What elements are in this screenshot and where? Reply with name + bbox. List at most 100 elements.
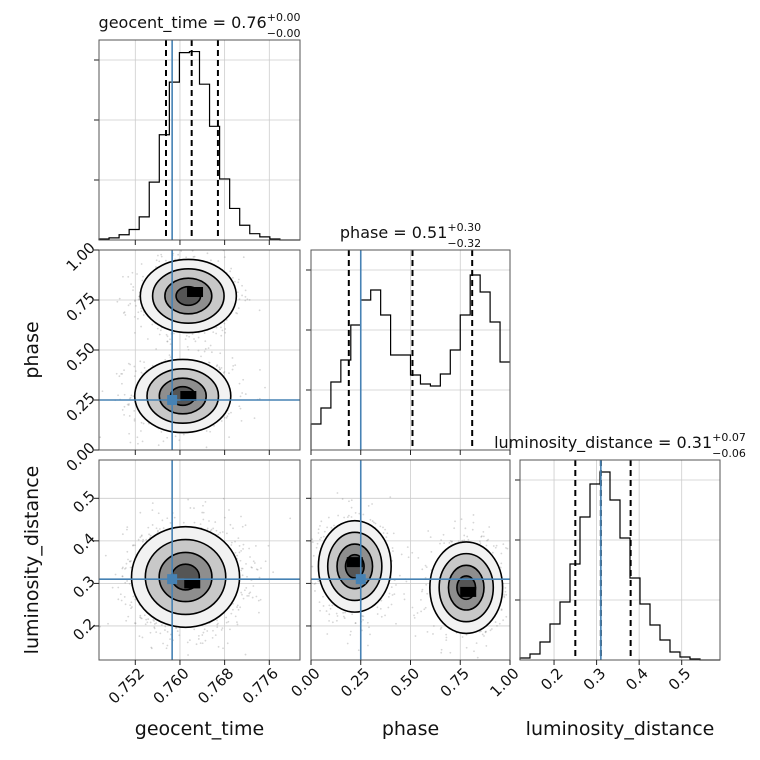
sample-point: [228, 372, 230, 375]
sample-point: [137, 317, 139, 320]
sample-point: [331, 604, 334, 607]
sample-point: [134, 622, 137, 625]
sample-point: [448, 541, 451, 544]
sample-point: [202, 511, 205, 514]
x-axis-label-phase: phase: [382, 718, 439, 740]
sample-point: [374, 522, 377, 525]
sample-point: [201, 511, 204, 514]
sample-point: [237, 537, 240, 539]
sample-point: [492, 545, 495, 547]
sample-point: [188, 335, 191, 338]
sample-point: [426, 630, 429, 633]
sample-point: [126, 580, 129, 582]
sample-point: [440, 648, 443, 651]
sample-point: [430, 550, 433, 553]
sample-point: [504, 586, 507, 589]
sample-point: [230, 612, 233, 615]
sample-point: [351, 613, 354, 616]
sample-point: [140, 325, 142, 328]
sample-point: [204, 340, 207, 343]
sample-point: [346, 642, 349, 645]
sample-point: [395, 622, 397, 625]
sample-point: [169, 343, 172, 346]
sample-point: [178, 634, 181, 637]
sample-point: [129, 441, 132, 444]
sample-point: [166, 630, 169, 633]
sample-point: [121, 575, 124, 578]
contour-line: [164, 277, 213, 315]
sample-point: [484, 631, 487, 634]
sample-point: [349, 633, 352, 636]
sample-point: [234, 540, 236, 543]
sample-point: [129, 302, 132, 305]
title-main: luminosity_distance = 0.31: [494, 433, 712, 453]
x-tick-label: 0.752: [105, 664, 148, 707]
sample-point: [236, 623, 239, 626]
sample-point: [128, 397, 131, 400]
sample-point: [440, 626, 443, 629]
contour-line: [158, 377, 208, 415]
sample-point: [311, 565, 314, 568]
sample-point: [328, 613, 331, 616]
sample-point: [420, 598, 422, 601]
contour-line: [317, 519, 392, 613]
sample-point: [123, 369, 125, 372]
sample-point: [219, 531, 222, 534]
density-peak: [180, 391, 197, 401]
density-panel-geocent_time-vs-phase: [94, 249, 301, 455]
sample-point: [158, 333, 161, 336]
sample-point: [312, 554, 315, 557]
sample-point: [328, 619, 330, 622]
sample-point: [325, 610, 328, 612]
sample-point: [249, 591, 252, 594]
sample-point: [129, 560, 132, 563]
sample-point: [495, 544, 498, 547]
sample-point: [128, 415, 131, 417]
sample-point: [318, 601, 321, 604]
sample-point: [481, 633, 484, 636]
density-layer: [99, 250, 266, 449]
sample-point: [241, 525, 244, 528]
y-axis-label-luminosity_distance: luminosity_distance: [21, 466, 43, 655]
x-tick-label: 0.4: [622, 664, 652, 694]
sample-point: [490, 628, 493, 630]
panel-frame: [98, 459, 301, 661]
sample-point: [155, 259, 158, 262]
sample-point: [251, 566, 253, 569]
sample-point: [432, 625, 435, 627]
sample-point: [467, 538, 470, 541]
sample-point: [243, 589, 246, 592]
sample-point: [361, 615, 364, 617]
sample-point: [253, 562, 256, 564]
sample-point: [140, 617, 143, 620]
contour-line: [151, 267, 225, 324]
sample-point: [217, 533, 220, 536]
sample-point: [502, 619, 505, 622]
sample-point: [416, 612, 419, 614]
sample-point: [320, 536, 323, 539]
sample-point: [226, 642, 229, 645]
sample-point: [118, 375, 121, 378]
sample-point: [138, 635, 141, 638]
sample-point: [215, 365, 218, 368]
sample-point: [384, 614, 386, 617]
sample-point: [485, 630, 487, 633]
sample-point: [230, 544, 233, 546]
sample-point: [272, 571, 275, 574]
sample-point: [219, 352, 222, 355]
sample-point: [159, 632, 162, 635]
sample-point: [242, 597, 245, 600]
sample-point: [142, 422, 145, 425]
sample-point: [160, 431, 163, 433]
x-tick-label: 0.00: [287, 664, 323, 700]
sample-point: [212, 527, 215, 530]
sample-point: [137, 442, 139, 445]
sample-point: [187, 498, 190, 501]
contour-line: [158, 551, 213, 603]
sample-point: [153, 623, 156, 625]
sample-point: [205, 430, 208, 432]
sample-point: [101, 390, 104, 393]
sample-point: [133, 331, 136, 334]
histogram-luminosity_distance: luminosity_distance = 0.31+0.07−0.06: [494, 431, 746, 665]
density-layer: [311, 492, 510, 659]
